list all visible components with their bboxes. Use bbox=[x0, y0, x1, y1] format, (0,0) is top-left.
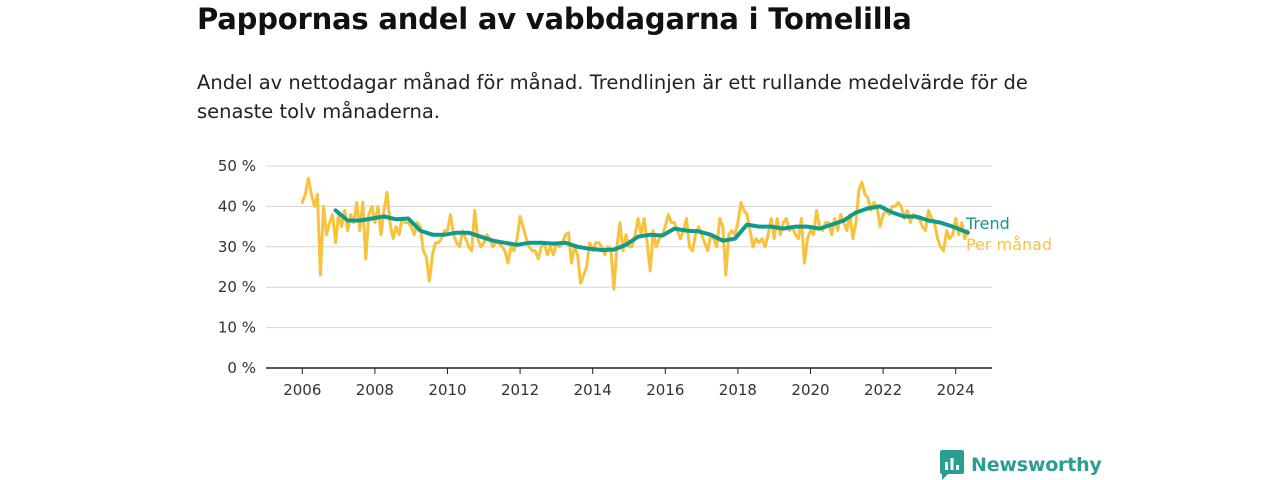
x-tick-label: 2008 bbox=[356, 381, 394, 399]
x-tick-label: 2014 bbox=[574, 381, 612, 399]
y-tick-label: 20 % bbox=[218, 278, 256, 296]
x-tick-label: 2006 bbox=[283, 381, 321, 399]
x-tick-label: 2010 bbox=[428, 381, 466, 399]
chart-title: Pappornas andel av vabbdagarna i Tomelil… bbox=[197, 2, 912, 36]
x-tick-label: 2020 bbox=[791, 381, 829, 399]
newsworthy-logo: Newsworthy bbox=[940, 450, 1102, 480]
x-tick-label: 2024 bbox=[937, 381, 975, 399]
series-lines bbox=[300, 176, 970, 291]
y-tick-label: 50 % bbox=[218, 157, 256, 175]
y-axis-ticks: 0 % 10 % 20 % 30 % 40 % 50 % bbox=[218, 157, 256, 377]
series-labels: Trend Per månad bbox=[965, 214, 1052, 254]
monthly-line bbox=[300, 176, 970, 291]
chart-subtitle: Andel av nettodagar månad för månad. Tre… bbox=[197, 71, 1028, 123]
trend-line bbox=[333, 204, 970, 252]
trend-label: Trend bbox=[965, 214, 1010, 233]
y-tick-label: 30 % bbox=[218, 238, 256, 256]
x-axis: 2006 2008 2010 2012 2014 2016 2018 2020 2022 2024 bbox=[266, 367, 992, 399]
x-tick-label: 2016 bbox=[646, 381, 684, 399]
x-tick-label: 2012 bbox=[501, 381, 539, 399]
brand-name: Newsworthy bbox=[971, 454, 1102, 476]
y-tick-label: 10 % bbox=[218, 319, 256, 337]
x-tick-label: 2018 bbox=[719, 381, 757, 399]
y-tick-label: 0 % bbox=[227, 359, 256, 377]
x-tick-label: 2022 bbox=[864, 381, 902, 399]
y-tick-label: 40 % bbox=[218, 197, 256, 215]
newsworthy-logo-icon bbox=[940, 450, 964, 480]
monthly-label: Per månad bbox=[966, 235, 1052, 254]
